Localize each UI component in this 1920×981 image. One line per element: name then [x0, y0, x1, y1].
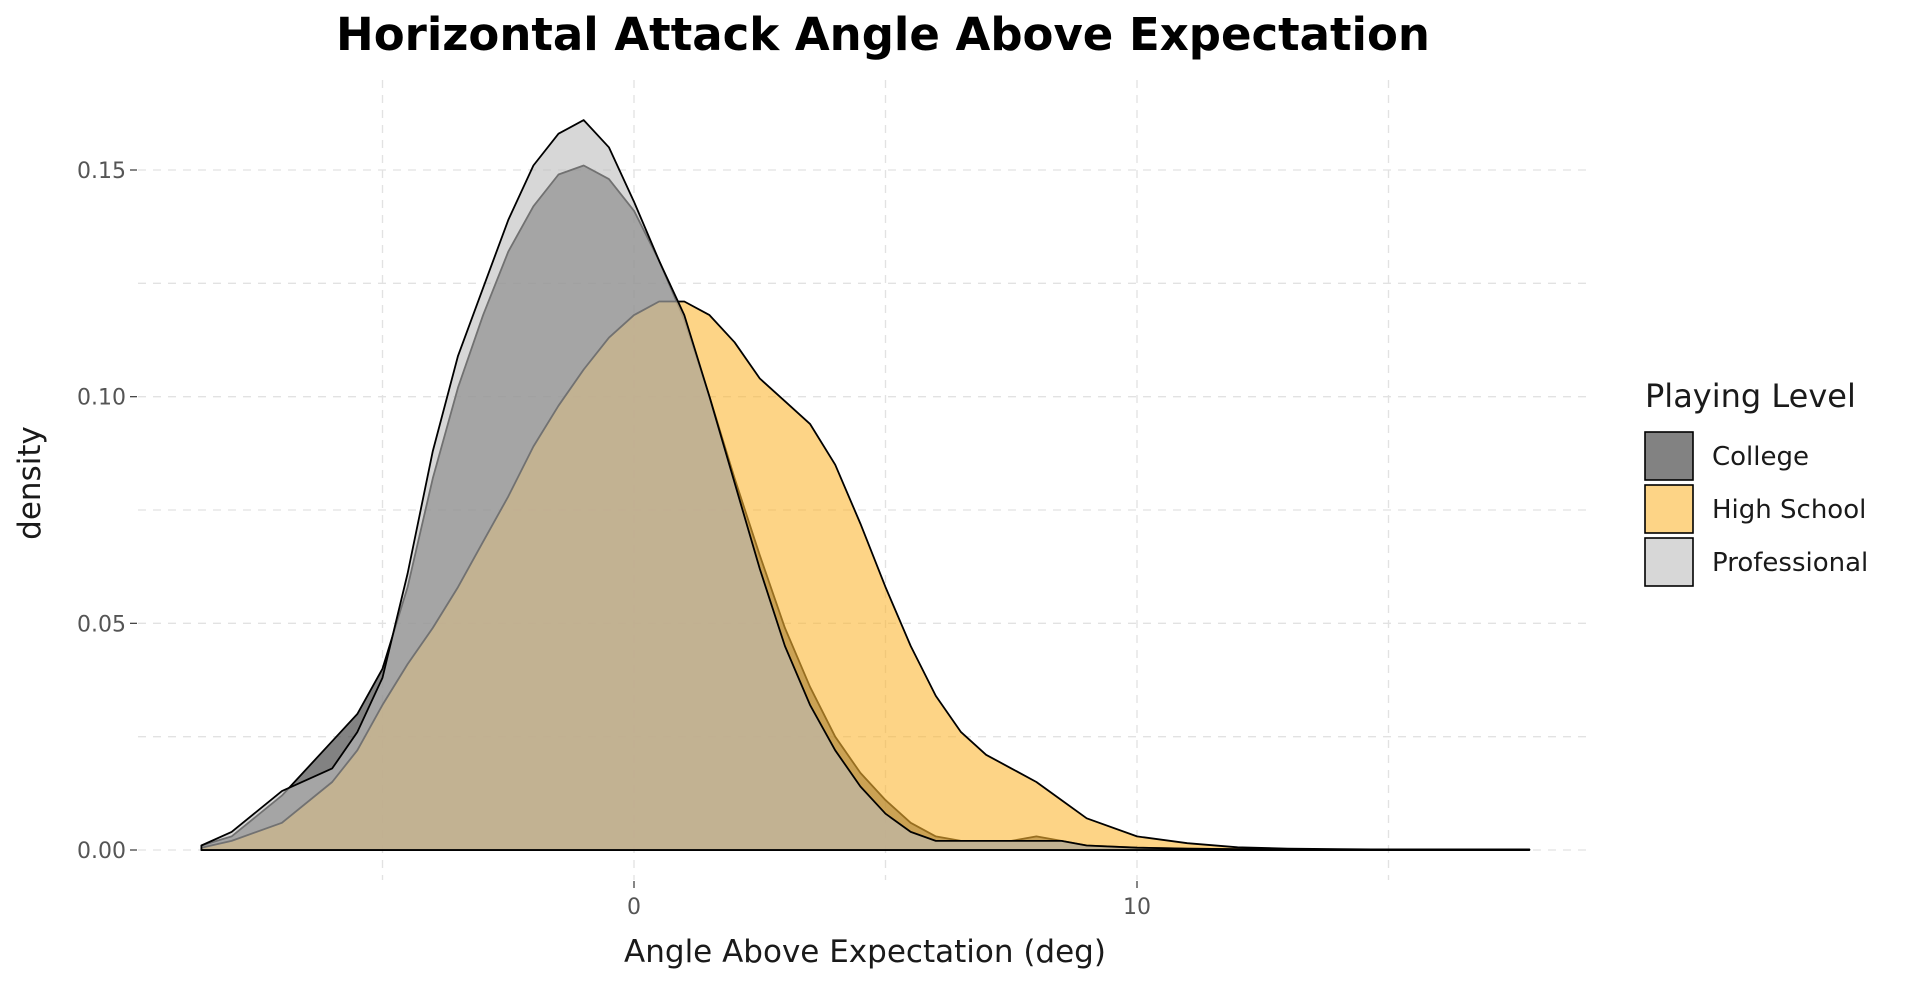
chart-title: Horizontal Attack Angle Above Expectatio… — [336, 8, 1430, 61]
legend-title: Playing Level — [1645, 377, 1856, 415]
density-areas — [200, 119, 1531, 851]
y-axis-title: density — [12, 426, 48, 540]
y-tick-label: 0.15 — [77, 159, 126, 184]
x-tick-label: 0 — [627, 895, 641, 920]
legend-key-high-school — [1644, 484, 1694, 534]
legend-label-high-school: High School — [1712, 495, 1866, 525]
legend-label-college: College — [1712, 442, 1809, 472]
y-tick-label: 0.10 — [77, 386, 126, 411]
legend: Playing Level College High School Professi… — [1644, 377, 1868, 587]
legend-label-professional: Professional — [1712, 548, 1868, 578]
legend-items: College High School Professional — [1644, 431, 1868, 587]
density-area-professional — [200, 119, 1531, 851]
y-tick-label: 0.00 — [77, 839, 126, 864]
legend-key-college — [1644, 431, 1694, 481]
x-axis-title: Angle Above Expectation (deg) — [624, 934, 1106, 970]
x-tick-label: 10 — [1123, 895, 1151, 920]
axes: 0.00 0.05 0.10 0.15 0 10 — [77, 159, 1151, 920]
y-tick-label: 0.05 — [77, 612, 126, 637]
legend-key-professional — [1644, 537, 1694, 587]
